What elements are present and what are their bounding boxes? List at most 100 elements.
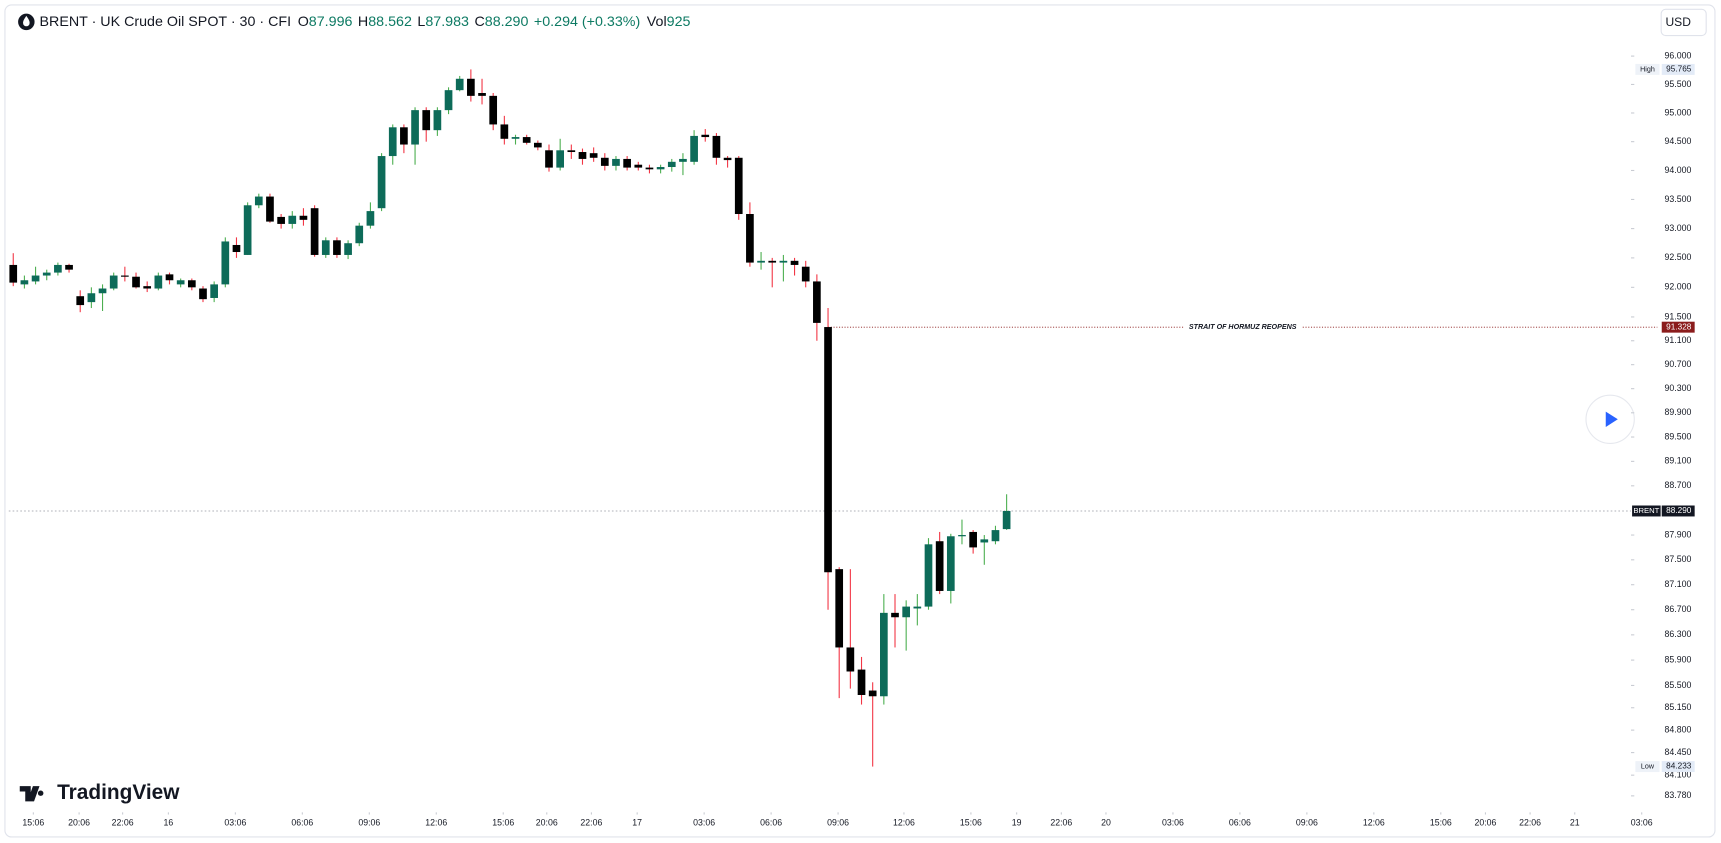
currency-label[interactable]: USD: [1665, 15, 1691, 29]
candle-body: [400, 127, 408, 145]
y-tick-label: 91.500: [1665, 311, 1692, 321]
y-tick-label: 94.000: [1665, 165, 1692, 175]
logo-text: TradingView: [57, 781, 180, 804]
candle-body: [467, 78, 475, 96]
logo: TradingView: [19, 781, 180, 804]
candle-body: [199, 288, 207, 300]
currency-button[interactable]: USD: [1660, 8, 1707, 37]
ohlc-value: 87.996: [309, 14, 353, 30]
y-tick-label: 89.500: [1665, 431, 1692, 441]
candle-body: [299, 215, 308, 220]
x-tick-label: 20: [1101, 818, 1111, 828]
last-price-label: 88.290: [1666, 506, 1692, 515]
x-tick-label: 06:06: [760, 818, 782, 828]
candle-body: [701, 134, 710, 138]
candle-body: [321, 240, 330, 255]
x-tick-label: 21: [1570, 818, 1580, 828]
y-tick-label: 94.500: [1665, 136, 1692, 146]
x-tick-label: 12:06: [425, 818, 447, 828]
play-icon[interactable]: [1605, 411, 1618, 427]
candle-body: [478, 93, 486, 96]
high_marker-name-box: [1635, 63, 1660, 75]
y-tick-label: 92.000: [1665, 282, 1692, 292]
ohlc-label: O: [298, 14, 309, 30]
candle-body: [634, 164, 643, 168]
candle-body: [846, 647, 855, 672]
candle-body: [567, 150, 576, 153]
candle-body: [65, 264, 73, 270]
candle-body: [835, 569, 844, 648]
annotation-bg: [1183, 321, 1302, 332]
candle-body: [991, 530, 1000, 542]
x-tick-label: 16: [164, 818, 174, 828]
candle-body: [891, 612, 899, 618]
candle-body: [54, 264, 62, 273]
y-tick-label: 89.100: [1665, 456, 1692, 466]
x-tick-label: 15:06: [960, 818, 982, 828]
x-tick-label: 22:06: [580, 818, 602, 828]
candle-body: [645, 167, 654, 170]
candle-body: [221, 241, 230, 285]
ohlc-value: 87.983: [425, 14, 469, 30]
candle-body: [556, 150, 565, 168]
candle-body: [210, 284, 218, 298]
x-tick-label: 06:06: [1229, 818, 1251, 828]
x-tick-label: 03:06: [224, 818, 246, 828]
y-tick-label: 93.000: [1665, 223, 1692, 233]
candle-body: [444, 90, 453, 111]
low_marker-value-box: [1661, 761, 1695, 773]
high_marker-value-box: [1661, 63, 1695, 75]
x-tick-label: 09:06: [827, 818, 849, 828]
candle-body: [433, 110, 442, 131]
candle-body: [344, 243, 352, 255]
candle-body: [790, 260, 799, 265]
high_marker-value: 95.765: [1666, 65, 1692, 74]
ohlc-label: H: [358, 14, 368, 30]
x-tick-label: 03:06: [1162, 818, 1184, 828]
candle-body: [500, 124, 509, 139]
y-tick-label: 87.500: [1665, 554, 1692, 564]
candle-body: [924, 544, 933, 607]
ohlc-value: 88.290: [485, 14, 529, 30]
last-price-box: [1661, 505, 1695, 517]
y-tick-label: 92.500: [1665, 252, 1692, 262]
x-tick-label: 03:06: [693, 818, 715, 828]
y-tick-label: 84.800: [1665, 724, 1692, 734]
low_marker-name-box: [1635, 761, 1660, 773]
y-tick-label: 96.000: [1665, 50, 1692, 60]
candles: [9, 69, 1011, 767]
candle-body: [232, 244, 241, 253]
candle-body: [723, 157, 732, 161]
candle-body: [746, 214, 754, 263]
candle-body: [76, 296, 85, 306]
candle-body: [522, 137, 531, 143]
candle-body: [768, 260, 777, 263]
x-tick-label: 09:06: [1296, 818, 1318, 828]
candle-body: [712, 135, 721, 158]
currency-button-box[interactable]: [1660, 8, 1707, 37]
y-tick-label: 89.900: [1665, 407, 1692, 417]
candle-body: [868, 690, 877, 697]
ohlc-label: L: [417, 14, 425, 30]
candle-body: [690, 135, 698, 162]
y-tick-label: 91.100: [1665, 335, 1692, 345]
annotation-value-box: [1661, 321, 1695, 333]
candle-body: [243, 205, 252, 255]
low_marker-name: Low: [1641, 762, 1655, 770]
candle-body: [266, 196, 274, 222]
candle-body: [801, 266, 810, 282]
play-button[interactable]: [1585, 394, 1635, 444]
y-tick-label: 83.780: [1665, 790, 1692, 800]
candle-body: [545, 150, 553, 168]
candle-body: [288, 215, 297, 224]
candle-body: [578, 152, 587, 159]
candle-body: [1002, 510, 1011, 530]
candle-body: [254, 196, 263, 206]
candle-body: [511, 137, 520, 139]
candle-body: [154, 275, 163, 289]
candle-body: [132, 276, 140, 288]
symbol-title: BRENT · UK Crude Oil SPOT · 30 · CFI: [40, 14, 292, 30]
y-tick-label: 87.900: [1665, 529, 1692, 539]
